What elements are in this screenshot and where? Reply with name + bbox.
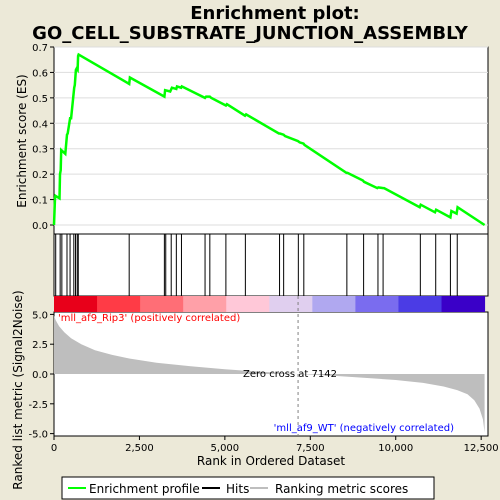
colorbar-segment — [269, 296, 313, 312]
x-tick-label: 12,500 — [464, 443, 499, 454]
colorbar-segment — [226, 296, 270, 312]
x-axis-label: Rank in Ordered Dataset — [197, 454, 345, 468]
enrichment-profile-line — [52, 52, 486, 227]
es-y-tick-label: 0.1 — [32, 196, 48, 207]
es-y-tick-label: 0.4 — [32, 119, 48, 130]
colorbar-segment — [97, 296, 141, 312]
colorbar-segment — [140, 296, 184, 312]
x-tick-label: 0 — [51, 443, 57, 454]
legend-metric-label: Ranking metric scores — [275, 482, 408, 496]
chart-title-line-1: Enrichment plot: — [190, 3, 360, 24]
metric-y-tick-label: -5.0 — [28, 430, 48, 441]
es-y-tick-label: 0.6 — [32, 68, 48, 79]
es-y-tick-label: 0.2 — [32, 170, 48, 181]
es-y-tick-label: 0.7 — [32, 43, 48, 54]
x-tick-label: 7,500 — [296, 443, 325, 454]
colorbar-segment — [183, 296, 227, 312]
metric-y-tick-label: 0.0 — [32, 370, 48, 381]
legend-hits-label: Hits — [226, 482, 249, 496]
es-y-tick-label: 0.0 — [32, 221, 48, 232]
es-panel — [53, 46, 489, 235]
legend-es-label: Enrichment profile — [89, 482, 200, 496]
x-tick-label: 5,000 — [211, 443, 240, 454]
chart-title-line-2: GO_CELL_SUBSTRATE_JUNCTION_ASSEMBLY — [32, 23, 469, 44]
colorbar-segment — [398, 296, 443, 312]
metric-y-tick-label: 2.5 — [32, 340, 48, 351]
es-y-axis-label: Enrichment score (ES) — [15, 74, 29, 207]
x-tick-label: 10,000 — [378, 443, 413, 454]
hits-panel — [53, 233, 489, 297]
colorbar-segment — [312, 296, 356, 312]
ranking-metric-area — [54, 315, 485, 433]
legend-box — [61, 476, 435, 500]
es-y-tick-label: 0.5 — [32, 94, 48, 105]
x-tick-label: 2,500 — [125, 443, 154, 454]
metric-y-axis-label: Ranked list metric (Signal2Noise) — [11, 290, 25, 489]
metric-y-tick-label: -2.5 — [28, 400, 48, 411]
colorbar-segment — [355, 296, 399, 312]
es-y-tick-label: 0.3 — [32, 145, 48, 156]
metric-y-tick-label: 5.0 — [32, 310, 48, 321]
positive-correlation-label: 'mll_af9_Rip3' (positively correlated) — [58, 313, 240, 324]
negative-correlation-label: 'mll_af9_WT' (negatively correlated) — [274, 423, 454, 434]
zero-cross-label: Zero cross at 7142 — [243, 369, 337, 380]
colorbar-segment — [54, 296, 98, 312]
colorbar-segment — [441, 296, 486, 312]
